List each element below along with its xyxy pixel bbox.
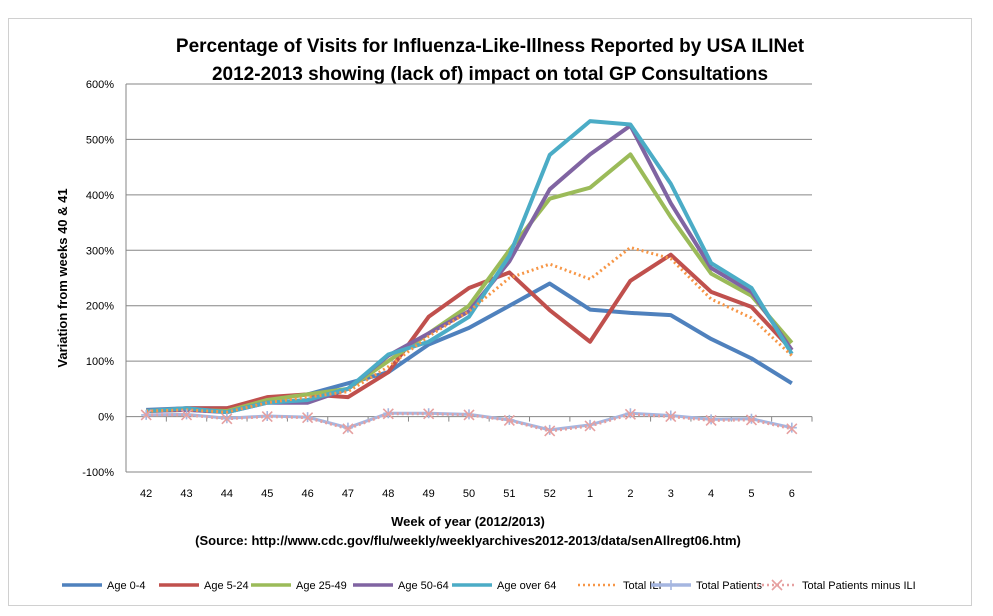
- x-tick-label: 46: [301, 488, 313, 500]
- series-total-patients-minus-ili: [140, 408, 798, 437]
- chart-title-line-2: 2012-2013 showing (lack of) impact on to…: [212, 64, 768, 85]
- data-point-marker: [423, 408, 435, 420]
- legend-label: Age 25-49: [296, 580, 347, 592]
- x-tick-label: 43: [180, 488, 192, 500]
- legend-label: Total Patients minus ILI: [802, 580, 916, 592]
- data-point-marker: [705, 414, 717, 427]
- series-age-50-64: [146, 123, 794, 415]
- x-axis-title: Week of year (2012/2013): [391, 514, 545, 529]
- x-tick-label: 42: [140, 488, 152, 500]
- x-tick-label: 1: [587, 488, 593, 500]
- legend-label: Total Patients: [696, 580, 763, 592]
- x-tick-label: 47: [342, 488, 354, 500]
- legend-marker: [666, 580, 676, 590]
- series-line-age-5-24: [146, 252, 794, 414]
- x-tick-label: 51: [503, 488, 515, 500]
- series-line-age-50-64: [146, 123, 794, 415]
- data-point-marker: [786, 423, 798, 435]
- y-tick-label: 300%: [86, 245, 114, 257]
- x-tick-label: 48: [382, 488, 394, 500]
- x-tick-label: 45: [261, 488, 273, 500]
- series-age-5-24: [146, 252, 794, 414]
- x-tick-label: 52: [544, 488, 556, 500]
- legend-item-age-50-64: Age 50-64: [353, 580, 449, 592]
- data-point-marker: [140, 409, 152, 421]
- legend-item-age-0-4: Age 0-4: [62, 580, 146, 592]
- data-point-marker: [180, 409, 193, 421]
- legend-item-age-25-49: Age 25-49: [251, 580, 347, 592]
- y-axis-title: Variation from weeks 40 & 41: [55, 188, 70, 367]
- legend-item-total-patients: Total Patients: [651, 580, 763, 592]
- data-point-marker: [261, 411, 273, 423]
- legend: Age 0-4 Age 5-24 Age 25-49 Age 50-64 Age ove…: [62, 579, 916, 592]
- legend-label: Age 5-24: [204, 580, 249, 592]
- series-layer: [140, 119, 798, 437]
- legend-item-age-over-64: Age over 64: [452, 580, 556, 592]
- data-point-marker: [745, 414, 758, 426]
- data-point-marker: [624, 408, 636, 420]
- data-point-marker: [503, 414, 515, 427]
- x-tick-label: 5: [748, 488, 754, 500]
- series-line-total-patients-minus-ili: [146, 412, 793, 433]
- data-point-marker: [584, 420, 596, 432]
- y-tick-label: 400%: [86, 190, 114, 202]
- y-tick-label: 200%: [86, 301, 114, 313]
- legend-label: Age 0-4: [107, 580, 146, 592]
- x-axis-ticks: 42 43 44 45 46 47 48 49 50 51 52 1 2 3 4 5 6: [125, 416, 813, 500]
- x-tick-label: 50: [463, 488, 475, 500]
- series-total-patients: [141, 408, 797, 435]
- series-line-age-25-49: [146, 152, 794, 414]
- y-tick-label: 0%: [98, 412, 114, 424]
- x-tick-label: 6: [789, 488, 795, 500]
- data-point-marker: [342, 423, 354, 435]
- x-tick-label: 44: [221, 488, 233, 500]
- legend-label: Total ILI: [623, 580, 662, 592]
- legend-label: Age 50-64: [398, 580, 449, 592]
- y-tick-label: 500%: [86, 134, 114, 146]
- legend-item-total-ili: Total ILI: [578, 580, 662, 592]
- legend-item-total-patients-minus-ili: Total Patients minus ILI: [757, 579, 916, 592]
- legend-label: Age over 64: [497, 580, 556, 592]
- data-point-marker: [221, 413, 233, 425]
- data-point-marker: [463, 409, 475, 421]
- data-point-marker: [665, 411, 677, 423]
- data-point-marker: [382, 408, 394, 420]
- chart-title-line-1: Percentage of Visits for Influenza-Like-…: [176, 36, 805, 57]
- y-tick-label: -100%: [82, 467, 114, 479]
- legend-marker: [771, 579, 783, 591]
- data-point-marker: [302, 412, 314, 424]
- x-tick-label: 49: [423, 488, 435, 500]
- x-tick-label: 4: [708, 488, 714, 500]
- x-tick-label: 3: [668, 488, 674, 500]
- x-axis-source: (Source: http://www.cdc.gov/flu/weekly/w…: [195, 533, 741, 548]
- y-tick-label: 600%: [86, 79, 114, 91]
- legend-item-age-5-24: Age 5-24: [159, 580, 249, 592]
- series-line-age-over-64: [146, 119, 794, 415]
- series-age-25-49: [146, 152, 794, 414]
- y-axis-ticks: 600% 500% 400% 300% 200% 100% 0% -100%: [82, 79, 114, 479]
- data-point-marker: [544, 425, 556, 437]
- series-age-over-64: [146, 119, 794, 415]
- x-tick-label: 2: [627, 488, 633, 500]
- chart-frame: [8, 18, 972, 606]
- y-tick-label: 100%: [86, 356, 114, 368]
